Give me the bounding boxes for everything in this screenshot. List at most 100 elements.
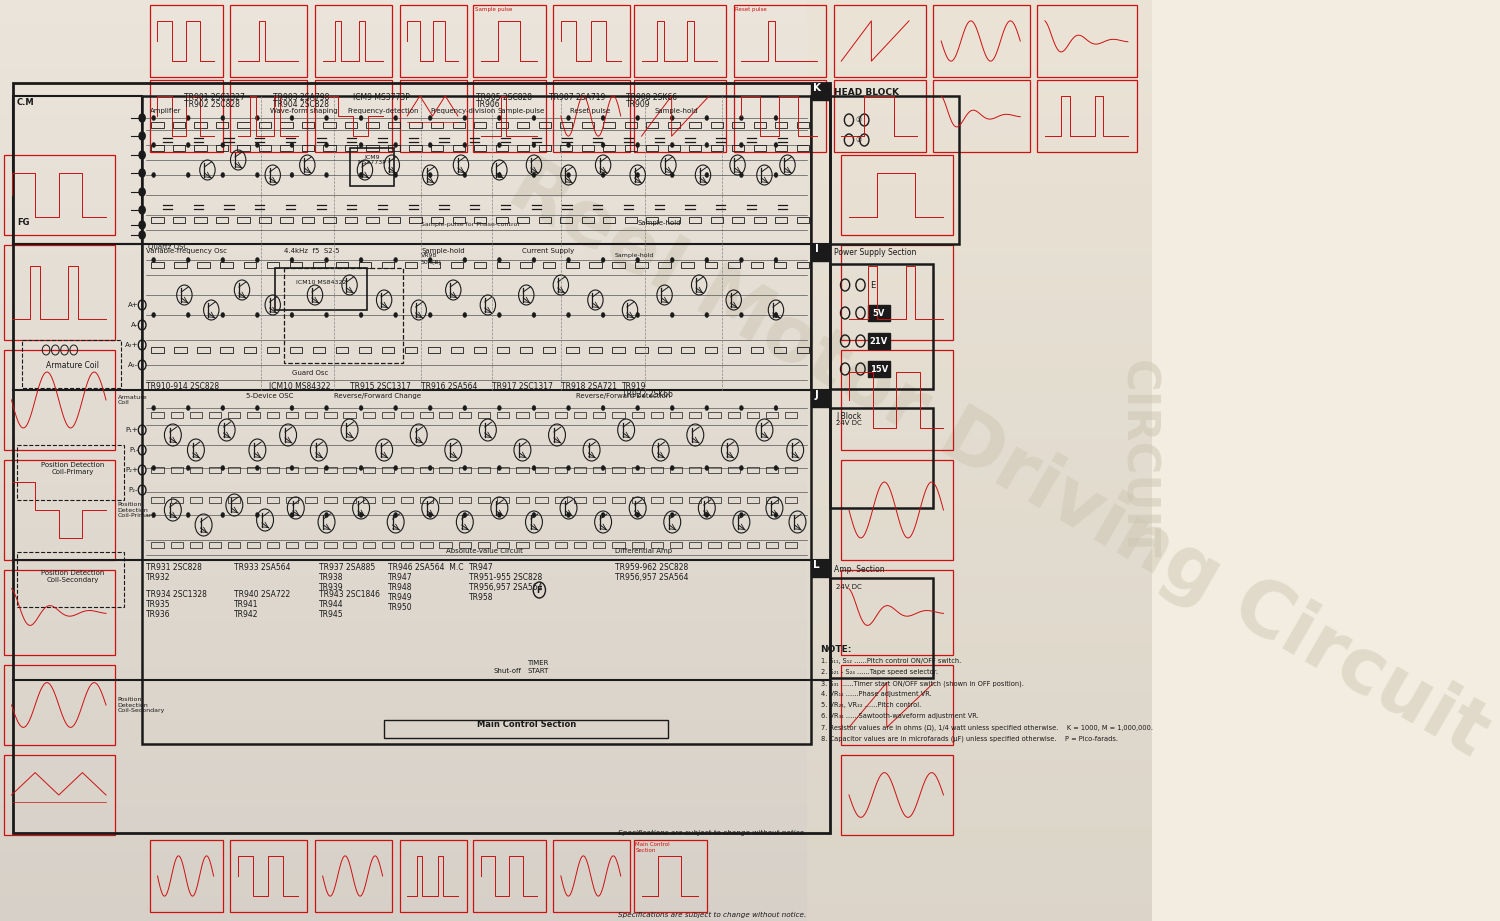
Bar: [399, 80, 466, 152]
Bar: [459, 542, 471, 548]
Text: TR948: TR948: [388, 583, 412, 592]
Text: 8. Capacitor values are in microfarads (μF) unless specified otherwise.    P = P: 8. Capacitor values are in microfarads (…: [821, 735, 1118, 741]
Text: Specifications are subject to change without notice.: Specifications are subject to change wit…: [618, 830, 807, 836]
Bar: [274, 268, 368, 310]
Circle shape: [358, 465, 363, 471]
Bar: [382, 542, 394, 548]
Text: Frequency-detection: Frequency-detection: [348, 108, 418, 114]
Circle shape: [498, 143, 501, 147]
Bar: [152, 122, 164, 128]
Text: Position
Detection
Coil-Primary: Position Detection Coil-Primary: [117, 502, 156, 519]
Bar: [634, 840, 706, 912]
Bar: [592, 497, 606, 503]
Bar: [612, 412, 624, 418]
Bar: [405, 347, 417, 353]
Circle shape: [567, 258, 570, 262]
Bar: [336, 262, 348, 268]
Bar: [543, 347, 555, 353]
Bar: [231, 840, 308, 912]
Text: Reset pulse: Reset pulse: [735, 7, 766, 12]
Text: E: E: [870, 281, 876, 289]
Text: 5-Device OSC: 5-Device OSC: [246, 393, 292, 399]
Bar: [518, 122, 530, 128]
Bar: [0, 0, 1152, 24]
Bar: [474, 80, 546, 152]
Bar: [4, 755, 116, 835]
Circle shape: [186, 143, 190, 147]
Circle shape: [220, 465, 225, 471]
Bar: [796, 262, 808, 268]
Circle shape: [705, 172, 708, 178]
Bar: [16, 552, 125, 607]
Circle shape: [255, 143, 260, 147]
Circle shape: [140, 206, 146, 214]
Circle shape: [255, 172, 260, 178]
Circle shape: [464, 172, 466, 178]
Bar: [0, 368, 1152, 392]
Text: 4.4kHz  f5  S2-5: 4.4kHz f5 S2-5: [285, 248, 340, 254]
Bar: [495, 217, 508, 223]
Bar: [430, 145, 444, 151]
Circle shape: [567, 115, 570, 121]
Text: TR934 2SC1328: TR934 2SC1328: [146, 590, 207, 599]
Bar: [290, 262, 302, 268]
Text: 21V: 21V: [870, 336, 888, 345]
Circle shape: [636, 172, 639, 178]
Text: Sample-hold: Sample-hold: [422, 248, 465, 254]
Bar: [0, 161, 1152, 185]
Bar: [830, 264, 933, 389]
Text: TR945: TR945: [320, 610, 344, 619]
Bar: [796, 122, 808, 128]
Bar: [4, 350, 116, 450]
Text: Amplifier: Amplifier: [150, 108, 182, 114]
Bar: [4, 570, 116, 655]
Bar: [400, 412, 414, 418]
Bar: [382, 262, 394, 268]
Bar: [267, 497, 279, 503]
Bar: [646, 217, 658, 223]
Text: TR935: TR935: [146, 600, 171, 609]
Bar: [0, 483, 1152, 507]
Text: TR939: TR939: [320, 583, 344, 592]
Bar: [536, 467, 548, 473]
Text: 5V: 5V: [873, 309, 885, 318]
Circle shape: [393, 512, 398, 518]
Bar: [302, 217, 313, 223]
Bar: [658, 262, 670, 268]
Bar: [688, 217, 702, 223]
Bar: [0, 759, 1152, 783]
Text: Frequency-division: Frequency-division: [430, 108, 495, 114]
Bar: [150, 5, 224, 77]
Bar: [228, 467, 240, 473]
Bar: [688, 497, 702, 503]
Bar: [536, 412, 548, 418]
Bar: [560, 145, 573, 151]
Bar: [776, 122, 788, 128]
Text: Armature Coil: Armature Coil: [46, 360, 99, 369]
Bar: [152, 497, 164, 503]
Circle shape: [255, 258, 260, 262]
Bar: [312, 262, 326, 268]
Bar: [651, 467, 663, 473]
Text: CIRCUIT: CIRCUIT: [1116, 360, 1158, 560]
Circle shape: [498, 312, 501, 318]
Circle shape: [220, 512, 225, 518]
Bar: [248, 412, 259, 418]
Bar: [634, 80, 726, 152]
Circle shape: [670, 312, 674, 318]
Bar: [536, 497, 548, 503]
Circle shape: [740, 312, 744, 318]
Circle shape: [290, 172, 294, 178]
Bar: [231, 5, 308, 77]
Text: P₂+: P₂+: [126, 467, 138, 473]
Bar: [345, 145, 357, 151]
Bar: [554, 80, 630, 152]
Bar: [280, 145, 292, 151]
Text: ICM9
MS3773P: ICM9 MS3773P: [357, 155, 387, 166]
Circle shape: [290, 312, 294, 318]
Circle shape: [602, 312, 604, 318]
Bar: [286, 412, 298, 418]
Bar: [405, 262, 417, 268]
Text: TR901 2SC1327: TR901 2SC1327: [184, 93, 246, 102]
Bar: [400, 497, 414, 503]
